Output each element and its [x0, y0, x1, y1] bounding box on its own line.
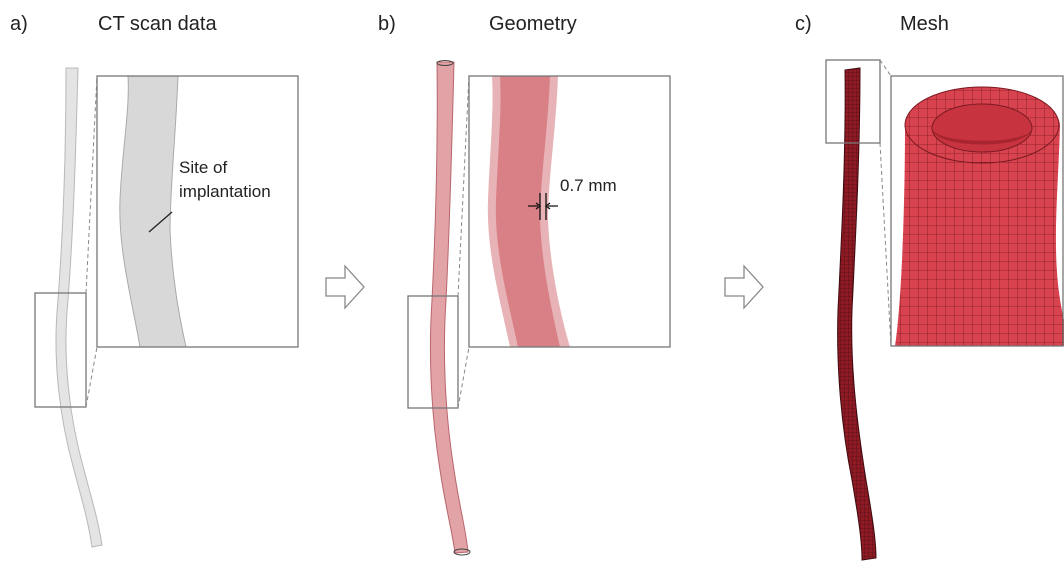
annotation: implantation	[179, 182, 271, 201]
panel-title: Geometry	[489, 13, 577, 35]
connector	[86, 76, 97, 407]
annotation: 0.7 mm	[560, 176, 617, 195]
arrow	[326, 266, 364, 308]
zoom-view	[120, 76, 186, 347]
panel-label: b)	[378, 13, 396, 35]
panel-label: a)	[10, 13, 28, 35]
vessel-mesh	[838, 68, 876, 560]
panel-label: c)	[795, 13, 812, 35]
vessel	[56, 68, 102, 547]
connector	[458, 76, 469, 408]
zoom-view	[895, 87, 1064, 346]
vessel	[430, 62, 468, 553]
panel-title: Mesh	[900, 13, 949, 35]
annotation: Site of	[179, 158, 227, 177]
figure: a) CT scan data b) Geometry c) Mesh Site…	[0, 0, 1064, 563]
zoom-view	[488, 76, 570, 347]
connector	[880, 60, 891, 346]
panel-title: CT scan data	[98, 13, 217, 35]
arrow	[725, 266, 763, 308]
